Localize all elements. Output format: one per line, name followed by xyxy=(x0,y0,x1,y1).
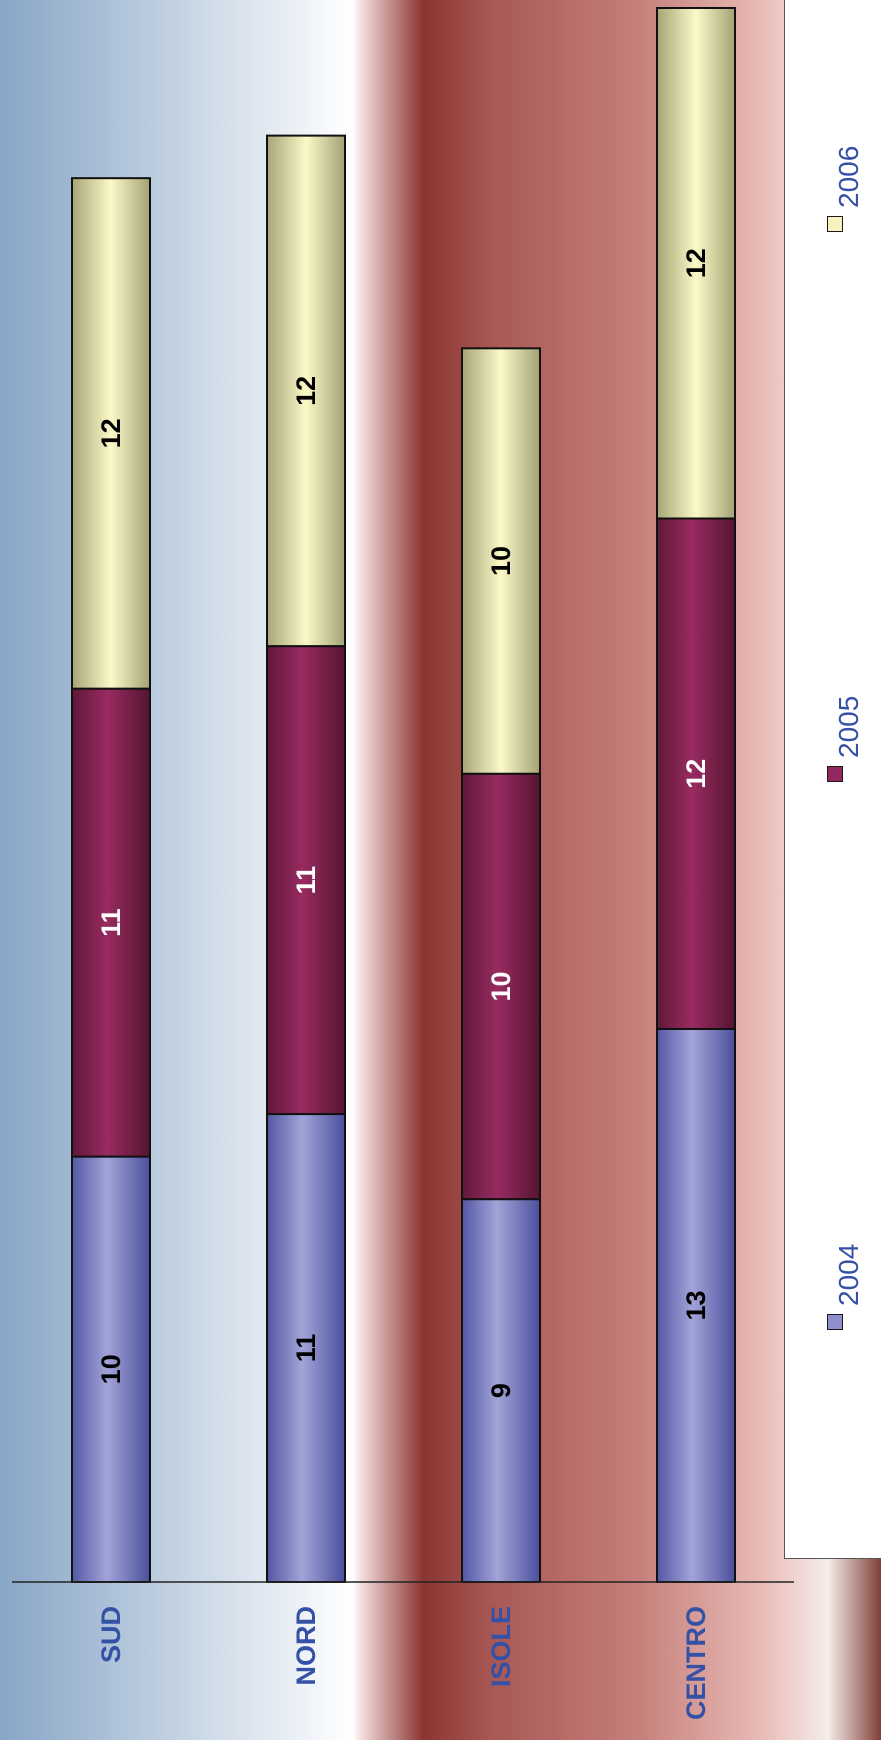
legend-label-2004: 2004 xyxy=(833,1243,864,1306)
data-label-sud-2006: 12 xyxy=(96,418,126,448)
data-label-sud-2005: 11 xyxy=(96,908,126,937)
legend-item-2004: 2004 xyxy=(823,1210,864,1330)
category-label-nord: NORD xyxy=(291,1606,321,1686)
data-label-isole-2005: 10 xyxy=(486,971,516,1001)
legend-item-2006: 2006 xyxy=(823,112,864,232)
data-label-nord-2005: 11 xyxy=(291,866,321,895)
category-label-centro: CENTRO xyxy=(681,1606,711,1720)
legend-swatch-2006 xyxy=(827,216,843,232)
category-label-isole: ISOLE xyxy=(486,1606,516,1687)
legend-swatch-2005 xyxy=(827,766,843,782)
bar-nord-2005 xyxy=(266,645,346,1116)
bar-centro-2005 xyxy=(656,517,736,1030)
category-label-sud: SUD xyxy=(96,1606,126,1663)
data-label-nord-2006: 12 xyxy=(291,376,321,406)
legend: 2004 2005 2006 xyxy=(784,0,881,1559)
legend-swatch-2004 xyxy=(827,1314,843,1330)
bar-centro-2006 xyxy=(656,7,736,520)
data-label-centro-2004: 13 xyxy=(681,1290,711,1320)
bar-sud-2006 xyxy=(71,177,151,690)
bar-isole-2004 xyxy=(461,1198,541,1583)
data-label-isole-2006: 10 xyxy=(486,546,516,576)
legend-label-2005: 2005 xyxy=(833,695,864,758)
data-label-sud-2004: 10 xyxy=(96,1354,126,1384)
legend-label-2006: 2006 xyxy=(833,145,864,208)
bar-nord-2006 xyxy=(266,134,346,648)
bar-sud-2004 xyxy=(71,1155,151,1583)
bar-isole-2005 xyxy=(461,772,541,1201)
data-label-centro-2006: 12 xyxy=(681,248,711,278)
bar-isole-2006 xyxy=(461,347,541,775)
data-label-centro-2005: 12 xyxy=(681,759,711,789)
data-label-nord-2004: 11 xyxy=(291,1334,321,1363)
legend-item-2005: 2005 xyxy=(823,662,864,782)
data-label-isole-2004: 9 xyxy=(486,1383,516,1398)
